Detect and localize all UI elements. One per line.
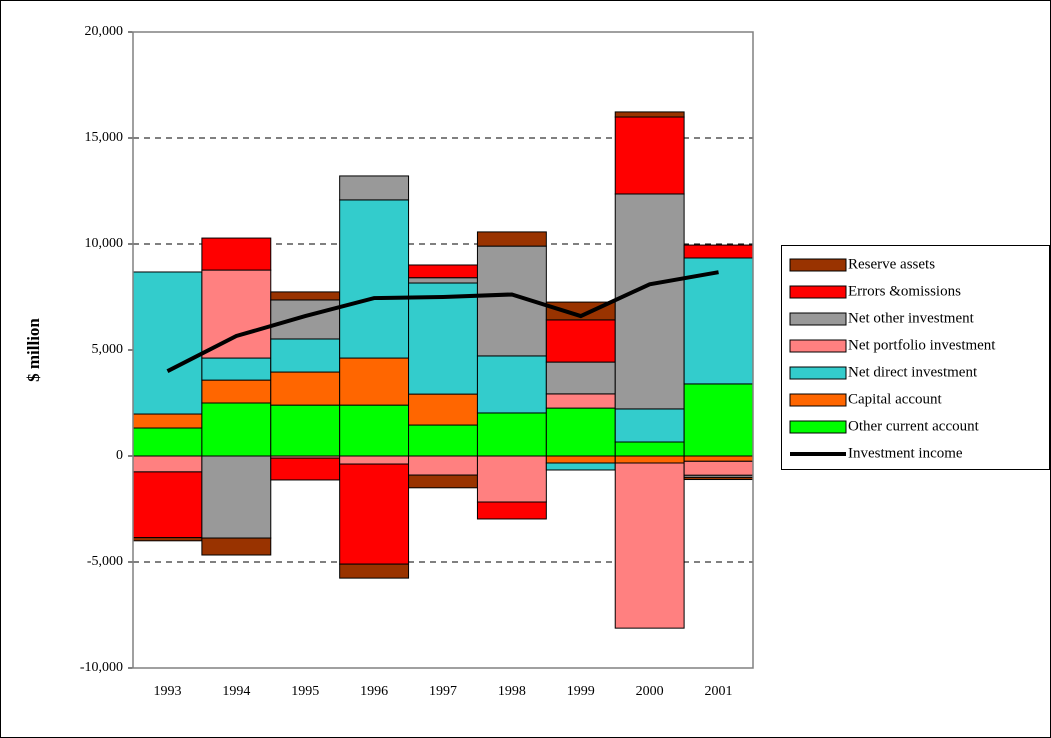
y-tick-label: 0 <box>116 448 123 463</box>
y-axis-label: $ million <box>24 318 43 382</box>
bar-segment <box>545 455 616 464</box>
x-tick-label: 1994 <box>222 684 250 699</box>
bar-segment <box>339 404 410 457</box>
bar-segment <box>545 361 616 395</box>
legend-swatch <box>789 285 847 299</box>
bar-segment <box>614 116 685 195</box>
x-tick-label: 1997 <box>429 684 457 699</box>
bar-segment <box>476 501 547 520</box>
legend-box <box>781 245 1050 470</box>
bar-segment <box>545 462 616 471</box>
bar-segment <box>545 407 616 457</box>
legend-label: Capital account <box>848 391 943 407</box>
bar-segment <box>408 264 478 279</box>
x-tick-label: 1998 <box>498 684 526 699</box>
bar-segment <box>476 412 547 457</box>
legend-swatch <box>789 312 847 326</box>
bar-segment <box>132 271 203 415</box>
bar-segment <box>201 537 272 556</box>
legend-label: Reserve assets <box>848 256 935 272</box>
bar-segment <box>683 476 754 481</box>
x-tick-label: 1999 <box>567 684 595 699</box>
bar-segment <box>476 355 547 414</box>
bar-segment <box>132 427 203 457</box>
bar-segment <box>614 462 685 629</box>
bar-segment <box>683 460 754 476</box>
bar-segment <box>683 257 754 385</box>
line <box>166 270 719 373</box>
y-tick-label: 20,000 <box>85 24 124 39</box>
legend-label: Investment income <box>848 445 963 461</box>
bar-segment <box>683 455 754 462</box>
legend-label: Net direct investment <box>848 364 978 380</box>
bar-segment <box>614 111 685 118</box>
bar-segment <box>132 537 203 542</box>
bar-segment <box>132 471 203 539</box>
y-tick-label: 5,000 <box>92 342 124 357</box>
bar-segment <box>614 193 685 410</box>
bar-segment <box>270 338 341 373</box>
bar-segment <box>614 441 685 457</box>
legend-label: Other current account <box>848 418 980 434</box>
bar-segment <box>339 199 410 359</box>
bar-segment <box>683 383 754 457</box>
legend-label: Net other investment <box>848 310 975 326</box>
legend-label: Net portfolio investment <box>848 337 996 353</box>
bar-segment <box>201 357 272 381</box>
bar-segment <box>614 408 685 443</box>
bar-segment <box>614 455 685 464</box>
bar-segment <box>270 457 341 481</box>
y-tick-label: 10,000 <box>85 236 124 251</box>
bar-segment <box>270 404 341 457</box>
x-tick-label: 1993 <box>153 684 181 699</box>
legend-swatch <box>789 258 847 272</box>
bar-segment <box>545 319 616 363</box>
bar-segment <box>201 269 272 359</box>
legend-swatch <box>789 393 847 407</box>
y-tick-label: -5,000 <box>87 554 123 569</box>
x-tick-label: 1996 <box>360 684 388 699</box>
bar-segment <box>408 277 478 284</box>
bar-segment <box>408 393 478 426</box>
x-tick-label: 2001 <box>705 684 733 699</box>
bar-segment <box>339 455 410 465</box>
bar-segment <box>339 563 410 579</box>
legend-swatch <box>789 339 847 353</box>
bar-segment <box>683 244 754 259</box>
legend-swatch <box>789 366 847 380</box>
bar-segment <box>201 379 272 404</box>
bar-segment <box>339 175 410 201</box>
bar-segment <box>339 357 410 406</box>
y-tick-label: -10,000 <box>80 660 123 675</box>
bar-segment <box>270 291 341 301</box>
bar-segment <box>408 474 478 489</box>
bar-segment <box>201 402 272 457</box>
bar-segment <box>476 231 547 247</box>
plot-border <box>132 31 754 669</box>
legend-label: Errors &omissions <box>848 283 961 299</box>
x-tick-label: 1995 <box>291 684 319 699</box>
bar-segment <box>545 393 616 409</box>
y-tick-label: 15,000 <box>85 130 124 145</box>
x-tick-label: 2000 <box>636 684 664 699</box>
bar-segment <box>132 413 203 429</box>
bar-segment <box>201 455 272 539</box>
bar-segment <box>339 463 410 565</box>
bar-segment <box>270 371 341 406</box>
bar-segment <box>270 299 341 340</box>
bar-segment <box>408 282 478 395</box>
bar-segment <box>132 455 203 473</box>
bar-segment <box>476 455 547 503</box>
bar-segment <box>201 237 272 271</box>
legend-swatch <box>789 420 847 434</box>
bar-segment <box>408 455 478 476</box>
bar-segment <box>408 424 478 457</box>
